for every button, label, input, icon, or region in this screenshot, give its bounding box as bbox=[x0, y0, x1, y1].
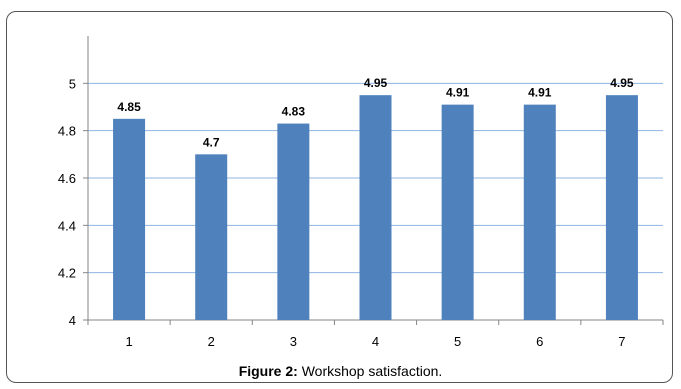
bar bbox=[113, 118, 146, 320]
data-label: 4.91 bbox=[528, 86, 552, 100]
data-label: 4.7 bbox=[203, 135, 220, 149]
x-tick-label: 3 bbox=[290, 334, 297, 349]
x-tick-label: 1 bbox=[125, 334, 132, 349]
data-label: 4.95 bbox=[364, 76, 388, 90]
bar bbox=[605, 95, 638, 321]
figure-caption: Figure 2: Workshop satisfaction. bbox=[0, 363, 681, 379]
bar bbox=[441, 104, 474, 320]
figure-label: Figure 2: bbox=[238, 363, 298, 379]
data-label: 4.95 bbox=[610, 76, 634, 90]
y-tick-label: 4.8 bbox=[58, 124, 76, 139]
bar bbox=[523, 104, 556, 320]
x-tick-label: 2 bbox=[208, 334, 215, 349]
caption-text: Workshop satisfaction. bbox=[297, 363, 443, 379]
y-tick-label: 4.6 bbox=[58, 171, 76, 186]
y-tick-label: 4 bbox=[69, 313, 76, 328]
data-label: 4.85 bbox=[117, 100, 141, 114]
y-tick-label: 4.2 bbox=[58, 266, 76, 281]
x-tick-label: 4 bbox=[372, 334, 379, 349]
data-label: 4.83 bbox=[282, 105, 306, 119]
bar-chart: 44.24.44.64.854.8514.724.8334.9544.9154.… bbox=[58, 36, 664, 349]
bar bbox=[195, 154, 228, 320]
y-tick-label: 4.4 bbox=[58, 218, 76, 233]
y-tick-label: 5 bbox=[69, 76, 76, 91]
data-label: 4.91 bbox=[446, 86, 470, 100]
x-tick-label: 5 bbox=[454, 334, 461, 349]
x-tick-label: 6 bbox=[536, 334, 543, 349]
bar bbox=[359, 95, 392, 321]
bar bbox=[277, 123, 310, 320]
x-tick-label: 7 bbox=[618, 334, 625, 349]
